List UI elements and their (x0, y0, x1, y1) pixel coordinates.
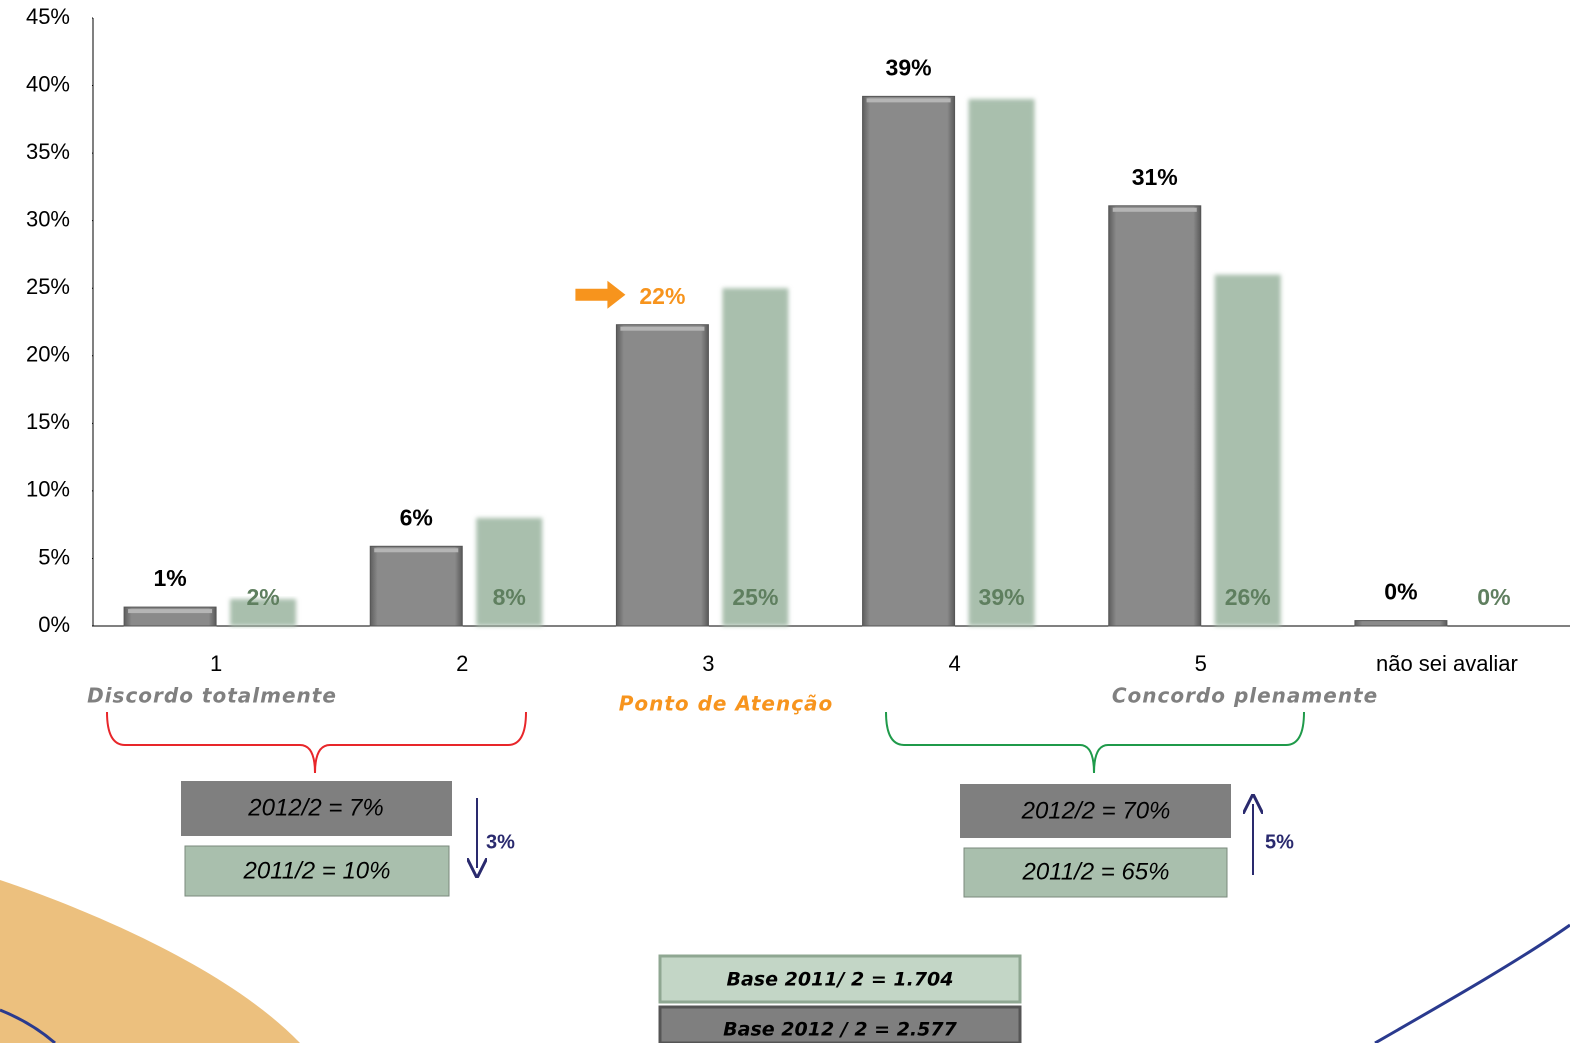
bar (1354, 620, 1448, 627)
summary-text: 2012/2 = 70% (1021, 797, 1171, 824)
y-tick-label: 30% (26, 206, 70, 231)
base-box (658, 1005, 1022, 1043)
value-label: 31% (1132, 164, 1178, 190)
bar-bevel (866, 98, 951, 103)
delta-label: 3% (486, 831, 515, 853)
bar (1214, 274, 1281, 626)
bar (968, 99, 1035, 627)
decor-swoosh (0, 880, 300, 1043)
bar (476, 517, 543, 626)
y-tick-label: 45% (26, 4, 70, 29)
value-label: 39% (886, 54, 932, 80)
bar (862, 95, 956, 627)
bracket (106, 711, 527, 774)
value-label: 39% (979, 584, 1025, 610)
bar (369, 545, 463, 627)
decor-line (1374, 923, 1570, 1043)
bar (1108, 205, 1202, 627)
bar (615, 324, 709, 627)
y-tick-label: 15% (26, 409, 70, 434)
summary-text: 2011/2 = 10% (242, 857, 390, 884)
highlight-arrow (575, 280, 626, 309)
x-tick-label: não sei avaliar (1376, 651, 1518, 676)
y-tick-label: 10% (26, 477, 70, 502)
y-tick-label: 40% (26, 71, 70, 96)
decor-line (0, 1008, 56, 1043)
y-tick-label: 5% (38, 544, 70, 569)
summary-box (960, 784, 1231, 838)
y-tick-label: 35% (26, 139, 70, 164)
y-tick-label: 0% (38, 612, 70, 637)
x-tick-label: 1 (210, 651, 222, 676)
value-label: 26% (1225, 584, 1271, 610)
x-tick-label: 2 (456, 651, 468, 676)
bar-bevel (1112, 207, 1197, 212)
base-text: Base 2012 / 2 = 2.577 (723, 1019, 957, 1041)
value-label: 22% (639, 283, 685, 309)
base-text: Base 2011/ 2 = 1.704 (726, 969, 953, 991)
bar (722, 288, 789, 626)
scale-label: Discordo totalmente (87, 684, 337, 708)
value-label: 0% (1477, 584, 1510, 610)
delta-label: 5% (1265, 831, 1294, 853)
base-box (658, 954, 1022, 1004)
scale-label: Concordo plenamente (1112, 684, 1378, 708)
x-tick-label: 4 (948, 651, 960, 676)
value-label: 0% (1384, 579, 1417, 605)
value-label: 1% (153, 565, 186, 591)
x-tick-label: 3 (702, 651, 714, 676)
summary-box (184, 845, 450, 897)
bar (230, 598, 297, 626)
scale-label: Ponto de Atenção (619, 692, 834, 716)
summary-box (181, 781, 452, 836)
bracket (885, 711, 1305, 774)
summary-text: 2012/2 = 7% (247, 794, 383, 821)
value-label: 2% (246, 584, 279, 610)
summary-box (963, 847, 1228, 898)
bar-bevel (128, 609, 213, 614)
value-label: 6% (400, 504, 433, 530)
bar-bevel (620, 326, 705, 331)
y-tick-label: 20% (26, 342, 70, 367)
y-tick-label: 25% (26, 274, 70, 299)
value-label: 25% (732, 584, 778, 610)
value-label: 8% (493, 584, 526, 610)
summary-text: 2011/2 = 65% (1021, 858, 1169, 885)
x-tick-label: 5 (1195, 651, 1207, 676)
bar-bevel (374, 548, 459, 553)
